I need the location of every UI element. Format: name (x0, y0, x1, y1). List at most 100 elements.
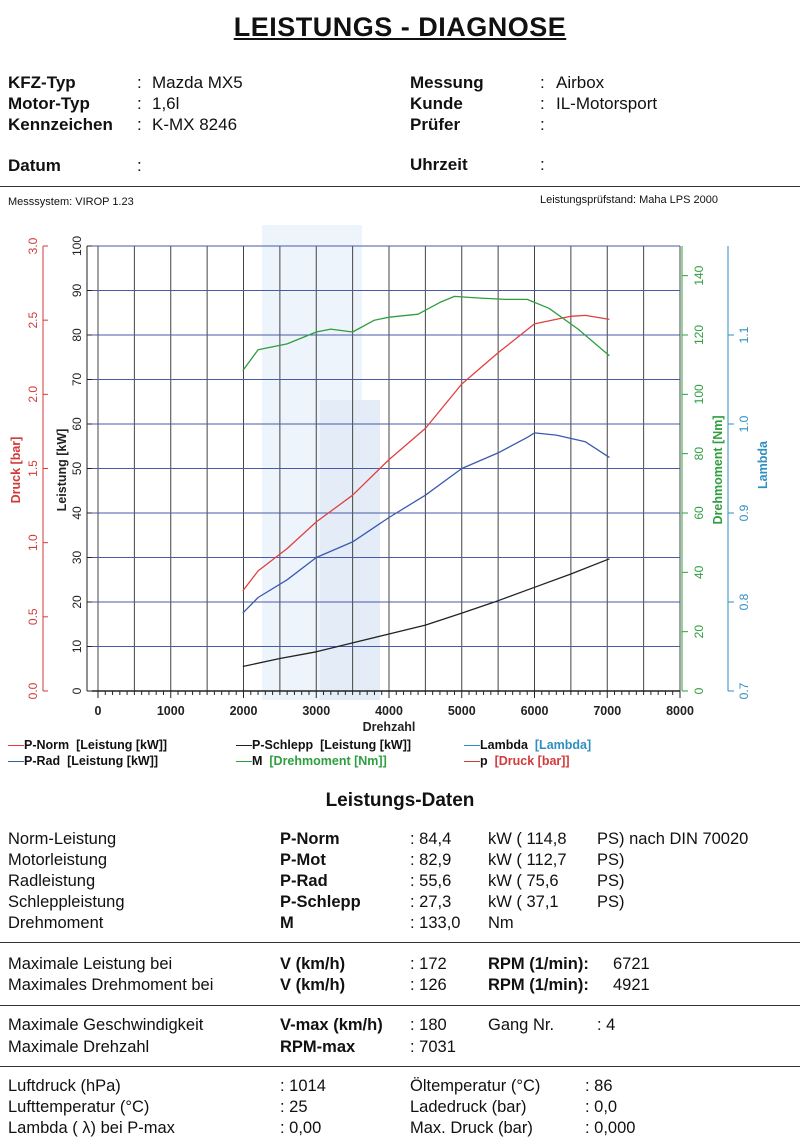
result-key: P-Norm (280, 830, 340, 848)
result-key: P-Rad (280, 872, 328, 890)
legend-item-m: M [Drehmoment [Nm]] (236, 754, 387, 768)
motor-typ-value: 1,6l (152, 94, 180, 113)
legend-swatch (464, 745, 480, 747)
section-separator (0, 1005, 800, 1006)
result-label: Radleistung (8, 872, 96, 890)
leistung-tick-label: 90 (70, 284, 84, 298)
background-watermark-2 (320, 400, 380, 700)
vmax-value: : 180 (410, 1016, 447, 1034)
messsystem-text: Messsystem: VIROP 1.23 (8, 196, 134, 208)
legend-swatch (8, 745, 24, 747)
result-ps: PS) nach DIN 70020 (597, 830, 749, 848)
druck-tick-label: 2.0 (26, 386, 40, 403)
kennzeichen-value: K-MX 8246 (152, 115, 238, 134)
x-tick-label: 0 (95, 704, 102, 718)
max-key: V (km/h) (280, 955, 346, 973)
x-tick-label: 6000 (521, 704, 549, 718)
drehmoment-tick-label: 20 (692, 625, 706, 639)
uhrzeit-label: Uhrzeit (410, 155, 468, 174)
leistung-tick-label: 10 (70, 640, 84, 654)
legend-item-p-rad: P-Rad [Leistung [kW]] (8, 754, 158, 768)
result-unit: kW ( 112,7 (488, 851, 567, 869)
env-label-2: Öltemperatur (°C) (410, 1077, 541, 1095)
max-key: V (km/h) (280, 976, 346, 994)
legend-swatch (464, 761, 480, 763)
x-tick-label: 3000 (302, 704, 330, 718)
leistung-axis-label: Leistung [kW] (55, 429, 69, 512)
max-label: Maximales Drehmoment bei (8, 976, 214, 994)
vmax-key: V-max (km/h) (280, 1016, 383, 1034)
result-unit: kW ( 75,6 (488, 872, 559, 890)
pruefer-label: Prüfer (410, 115, 461, 134)
datum-label: Datum (8, 156, 61, 175)
druck-tick-label: 1.5 (26, 460, 40, 477)
result-ps: PS) (597, 872, 625, 890)
env-label: Luftdruck (hPa) (8, 1077, 121, 1095)
page-title: LEISTUNGS - DIAGNOSE (233, 12, 567, 42)
kfz-typ-value: Mazda MX5 (152, 73, 243, 92)
section-separator (0, 942, 800, 943)
max-label: Maximale Leistung bei (8, 955, 173, 973)
series-p-rad (242, 432, 610, 614)
result-label: Motorleistung (8, 851, 108, 869)
x-tick-label: 7000 (593, 704, 621, 718)
druck-tick-label: 0.5 (26, 608, 40, 625)
legend-swatch (8, 761, 24, 763)
kunde-label: Kunde (410, 94, 463, 113)
drehmoment-tick-label: 140 (692, 265, 706, 285)
x-tick-label: 4000 (375, 704, 403, 718)
power-chart: 0 1000 2000 3000 4000 5000 6000 7000 8000Drehzah… (9, 225, 770, 734)
messung-colon: : (540, 73, 545, 92)
leistung-tick-label: 30 (70, 551, 84, 565)
env-value: : 1014 (280, 1077, 326, 1095)
legend-item-lambda: Lambda [Lambda] (464, 738, 591, 752)
drehmoment-tick-label: 80 (692, 447, 706, 461)
result-ps: PS) (597, 893, 625, 911)
grid (92, 245, 681, 691)
rpmmax-value: : 7031 (410, 1038, 456, 1056)
env-label-2: Max. Druck (bar) (410, 1119, 533, 1137)
result-key: P-Mot (280, 851, 326, 869)
result-value: : 84,4 (410, 830, 452, 848)
lambda-tick-label: 0.7 (737, 682, 751, 699)
env-value-2: : 0,0 (585, 1098, 618, 1116)
leistung-tick-label: 0 (70, 687, 84, 694)
legend-item-p-norm: P-Norm [Leistung [kW]] (8, 738, 167, 752)
kennzeichen-label: Kennzeichen (8, 115, 113, 134)
max-value: : 172 (410, 955, 447, 973)
leistung-tick-label: 40 (70, 506, 84, 520)
result-value: : 27,3 (410, 893, 452, 911)
lambda-tick-label: 0.9 (737, 504, 751, 521)
druck-tick-label: 2.5 (26, 312, 40, 329)
rpmmax-label: Maximale Drehzahl (8, 1038, 150, 1056)
messung-label: Messung (410, 73, 484, 92)
drehmoment-tick-label: 60 (692, 506, 706, 520)
lambda-tick-label: 0.8 (737, 593, 751, 610)
druck-tick-label: 1.0 (26, 534, 40, 551)
kunde-colon: : (540, 94, 545, 113)
result-unit: kW ( 114,8 (488, 830, 567, 848)
drehmoment-tick-label: 120 (692, 325, 706, 345)
env-label-2: Ladedruck (bar) (410, 1098, 527, 1116)
axes: 0 1000 2000 3000 4000 5000 6000 7000 8000Drehzah… (9, 236, 770, 734)
env-value: : 25 (280, 1098, 308, 1116)
legend-swatch (236, 745, 252, 747)
drehmoment-tick-label: 100 (692, 384, 706, 404)
series-p-norm (242, 314, 610, 592)
leistung-tick-label: 70 (70, 373, 84, 387)
legend-item-p: p [Druck [bar]] (464, 754, 570, 768)
max-rpm-value: 4921 (613, 976, 650, 994)
results-heading: Leistungs-Daten (325, 790, 475, 811)
kfz-typ-colon: : (137, 73, 142, 92)
legend-swatch (236, 761, 252, 763)
lambda-axis-label: Lambda (756, 440, 770, 489)
pruefstand-text: Leistungsprüfstand: Maha LPS 2000 (540, 194, 718, 206)
leistung-tick-label: 100 (70, 236, 84, 256)
result-key: P-Schlepp (280, 893, 361, 911)
result-label: Norm-Leistung (8, 830, 117, 848)
header-separator (0, 186, 800, 187)
drehmoment-axis-label: Drehmoment [Nm] (711, 415, 725, 524)
x-tick-label: 8000 (666, 704, 694, 718)
druck-tick-label: 3.0 (26, 237, 40, 254)
datum-colon: : (137, 156, 142, 175)
